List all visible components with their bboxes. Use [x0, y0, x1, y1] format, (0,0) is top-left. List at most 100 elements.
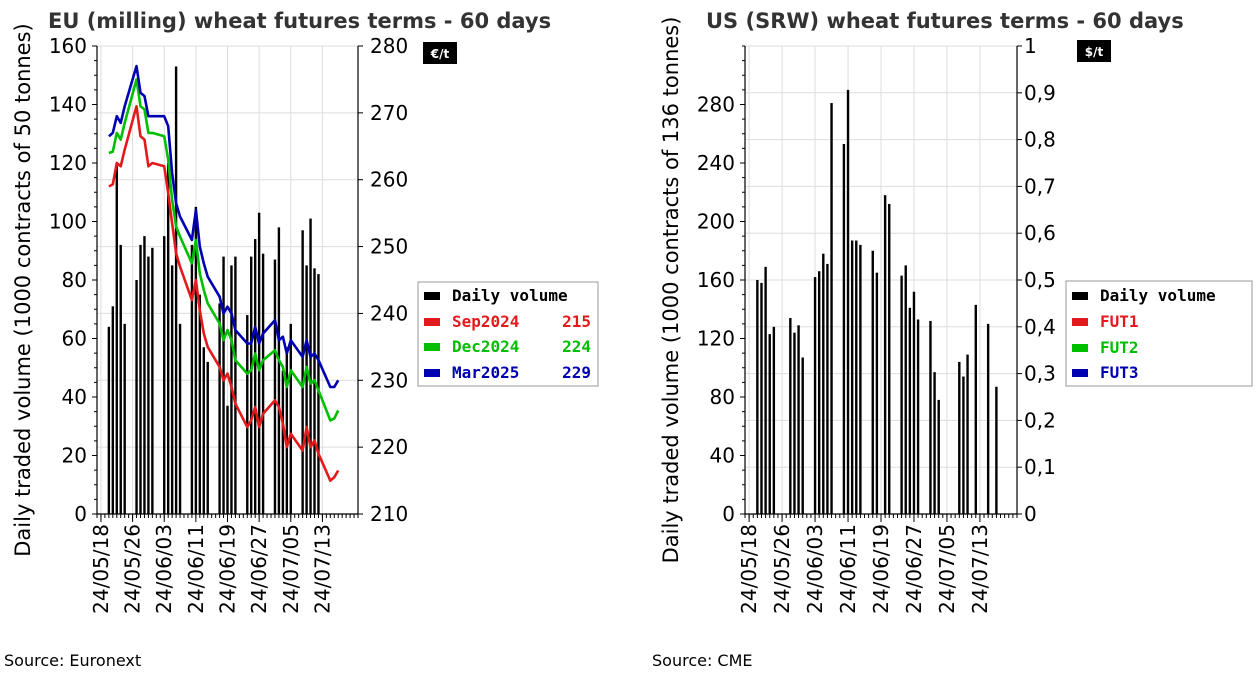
eu-y-tick-label: 0 [74, 502, 87, 526]
eu-price-lines [108, 64, 340, 482]
eu-chart: EU (milling) wheat futures terms - 60 da… [11, 9, 599, 614]
eu-x-tick-label: 24/06/03 [152, 524, 176, 614]
eu-volume-bar [194, 206, 198, 514]
us-volume-bar [760, 282, 763, 514]
eu-volume-bar [317, 274, 320, 514]
eu-volume-bar [253, 239, 257, 515]
us-legend-swatch [1072, 369, 1088, 377]
us-y-tick-label: 160 [697, 268, 735, 292]
us-x-tick-label: 24/07/13 [968, 524, 992, 614]
us-legend-box [1065, 280, 1253, 387]
us-legend-label: FUT3 [1100, 363, 1139, 382]
us-volume-bar [801, 357, 804, 514]
us-y-tick-label: 80 [710, 385, 735, 409]
eu-y2-tick-label: 210 [370, 502, 408, 526]
us-y2-tick-label: 0,8 [1024, 128, 1056, 152]
eu-y2-tick-label: 250 [370, 235, 408, 259]
eu-volume-bars [107, 66, 320, 515]
us-volume-bar [933, 372, 936, 514]
eu-volume-bar [281, 370, 285, 514]
eu-volume-bar [174, 66, 178, 514]
eu-volume-bar [234, 256, 237, 514]
us-y2-tick-label: 0 [1024, 502, 1037, 526]
us-volume-bar [888, 203, 891, 514]
eu-y-axis-label: Daily traded volume (1000 contracts of 5… [11, 23, 35, 557]
eu-volume-bar [257, 212, 261, 514]
us-volume-bar [912, 291, 916, 514]
eu-source: Source: Euronext [4, 651, 141, 670]
us-volume-bar [846, 89, 850, 514]
eu-volume-bar [206, 361, 209, 514]
eu-volume-bar [305, 265, 308, 514]
us-volume-bar [789, 318, 792, 514]
us-y-tick-label: 240 [697, 151, 735, 175]
eu-volume-bar [163, 236, 166, 514]
us-volume-bar [822, 253, 825, 515]
us-y2-tick-label: 0,1 [1024, 455, 1056, 479]
us-y2-tick-label: 1 [1024, 34, 1037, 58]
us-y-tick-label: 40 [710, 444, 735, 468]
us-volume-bar [908, 307, 912, 514]
us-volume-bar [966, 354, 969, 514]
eu-y2-tick-label: 220 [370, 435, 408, 459]
eu-volume-bar [289, 323, 292, 514]
eu-volume-bar [147, 256, 150, 514]
eu-x-tick-label: 24/05/18 [89, 524, 113, 614]
us-x-tick-label: 24/06/11 [836, 524, 860, 614]
eu-y-tick-label: 100 [49, 210, 87, 234]
us-x-tick-label: 24/05/18 [737, 524, 761, 614]
us-legend-label: FUT2 [1100, 338, 1139, 357]
eu-legend-label: Mar2025 [452, 363, 519, 382]
us-volume-bar [871, 250, 874, 514]
eu-volume-bar [115, 165, 118, 515]
eu-volume-bar [123, 323, 126, 514]
eu-volume-bar [135, 280, 138, 514]
eu-volume-bar [285, 347, 289, 514]
eu-volume-bar [198, 294, 202, 514]
us-x-tick-label: 24/06/19 [869, 524, 893, 614]
us-source: Source: CME [652, 651, 753, 670]
us-volume-bar [817, 271, 821, 514]
eu-y-tick-label: 80 [62, 268, 87, 292]
us-volume-bar [797, 325, 800, 514]
eu-x-tick-label: 24/06/27 [247, 524, 271, 614]
eu-legend-swatch [424, 292, 440, 300]
eu-legend-box [417, 281, 599, 387]
us-chart: US (SRW) wheat futures terms - 60 days D… [659, 9, 1253, 614]
us-volume-bar [995, 386, 998, 514]
us-volume-bar [830, 103, 833, 514]
eu-y2-tick-label: 260 [370, 168, 408, 192]
eu-volume-bar [170, 265, 174, 514]
us-x-tick-label: 24/06/03 [803, 524, 827, 614]
eu-legend-label: Dec2024 [452, 337, 519, 356]
us-x-tick-label: 24/05/26 [770, 524, 794, 614]
eu-unit-badge [423, 42, 457, 64]
eu-y-ticks: 0 20 40 60 80 100 120 140 160 [49, 34, 97, 526]
us-legend-swatch [1072, 344, 1088, 352]
eu-line-sep2024 [108, 104, 340, 482]
us-volume-bar [772, 326, 776, 514]
eu-x-tick-label: 24/07/05 [279, 524, 303, 614]
eu-chart-title: EU (milling) wheat futures terms - 60 da… [48, 9, 551, 33]
us-y2-tick-label: 0,9 [1024, 81, 1056, 105]
eu-volume-bar [218, 303, 221, 514]
us-volume-bar [875, 272, 879, 514]
us-volume-bar [904, 265, 907, 514]
eu-volume-bar [166, 163, 170, 514]
eu-y-tick-label: 20 [62, 444, 87, 468]
eu-y-tick-label: 140 [49, 93, 87, 117]
eu-x-tick-label: 24/06/19 [216, 524, 240, 614]
us-legend: Daily volume FUT1 FUT2 FUT3 [1065, 280, 1253, 387]
eu-volume-bar [226, 405, 229, 514]
eu-volume-bar [111, 306, 115, 514]
eu-legend-value: 215 [562, 312, 591, 331]
eu-legend-value: 224 [562, 337, 591, 356]
us-volume-bar [850, 240, 854, 514]
us-unit-label: $/t [1085, 45, 1104, 59]
us-volume-bar [883, 195, 887, 515]
eu-x-ticks: 24/05/18 24/05/26 24/06/03 24/06/11 24/06/19… [89, 514, 334, 614]
us-y2-tick-label: 0,2 [1024, 408, 1056, 432]
eu-legend-label: Daily volume [452, 286, 568, 305]
us-volume-bar [916, 319, 920, 514]
